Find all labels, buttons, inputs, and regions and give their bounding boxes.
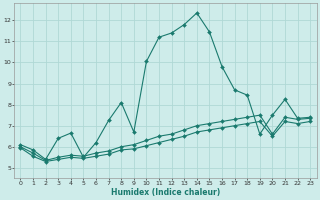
X-axis label: Humidex (Indice chaleur): Humidex (Indice chaleur) [111,188,220,197]
